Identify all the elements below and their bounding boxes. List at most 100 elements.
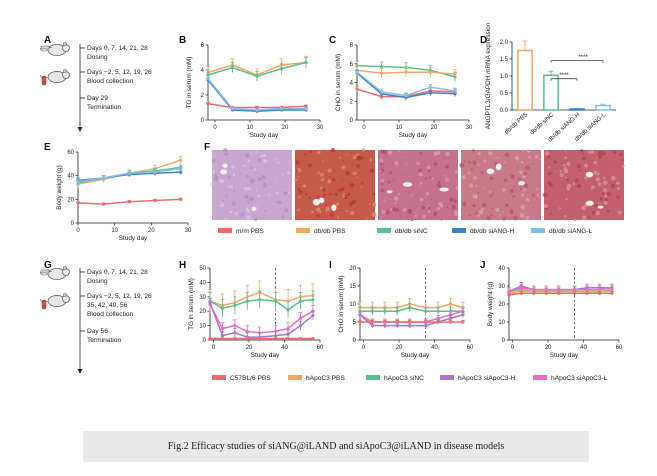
data-point xyxy=(379,71,384,75)
tissue-texture xyxy=(548,172,552,176)
tissue-texture xyxy=(565,176,568,179)
tissue-texture xyxy=(379,158,384,163)
data-point xyxy=(304,107,308,111)
tissue-texture xyxy=(426,165,431,170)
y-tick-label: 10 xyxy=(349,302,356,308)
tissue-texture xyxy=(477,191,480,194)
blood-tube-icon xyxy=(41,75,47,86)
tissue-vessel xyxy=(518,180,525,186)
tissue-texture xyxy=(502,210,505,213)
data-point xyxy=(102,176,106,180)
tissue-texture xyxy=(353,170,356,173)
y-tick-label: 0 xyxy=(350,118,354,124)
tissue-texture xyxy=(598,182,602,187)
data-point xyxy=(220,306,225,310)
y-tick-label: 6 xyxy=(201,43,205,49)
tissue-texture xyxy=(576,163,581,169)
x-category-label: db/db siNC xyxy=(529,112,556,137)
tissue-texture xyxy=(260,156,263,158)
y-tick-label: 20 xyxy=(67,197,74,203)
data-point xyxy=(428,85,433,89)
tissue-texture xyxy=(277,161,280,164)
data-point xyxy=(179,166,183,171)
x-axis-title: Study day xyxy=(119,235,148,242)
tissue-texture xyxy=(606,209,610,213)
tissue-texture xyxy=(579,149,584,153)
tissue-texture xyxy=(516,166,519,168)
tissue-texture xyxy=(403,216,405,218)
tissue-texture xyxy=(329,175,331,178)
tissue-texture xyxy=(468,214,471,217)
tissue-texture xyxy=(525,215,530,220)
x-tick-label: 30 xyxy=(466,125,473,131)
legend-item: hApoC3 siNC xyxy=(366,375,424,382)
data-point xyxy=(428,91,433,95)
y-tick-label: 20 xyxy=(498,302,505,308)
tissue-texture xyxy=(396,208,400,212)
tissue-texture xyxy=(481,207,485,211)
tissue-texture xyxy=(231,201,236,206)
tissue-texture xyxy=(471,196,473,198)
tissue-texture xyxy=(333,170,336,172)
significance-stars: **** xyxy=(559,73,569,79)
y-tick-label: 30 xyxy=(199,295,206,301)
tissue-texture xyxy=(380,162,384,166)
tissue-texture xyxy=(520,185,522,188)
tissue-texture xyxy=(564,156,567,160)
tissue-texture xyxy=(428,206,431,209)
tissue-texture xyxy=(262,182,268,188)
tissue-texture xyxy=(287,171,290,175)
timeline-label: Days −2, 5, 12, 19, 26 xyxy=(87,293,152,300)
tissue-texture xyxy=(327,179,332,184)
y-tick-label: 2.0 xyxy=(500,40,509,46)
tissue-texture xyxy=(245,174,249,178)
tissue-texture xyxy=(355,176,358,179)
data-point xyxy=(274,334,278,338)
tissue-texture xyxy=(437,181,440,184)
x-axis-title: Study day xyxy=(250,132,279,139)
tissue-texture xyxy=(297,176,300,178)
tissue-texture xyxy=(275,178,277,180)
tissue-texture xyxy=(616,195,620,199)
data-point xyxy=(461,313,465,317)
tissue-texture xyxy=(335,202,340,206)
data-point xyxy=(436,320,440,324)
tissue-texture xyxy=(319,210,322,214)
tissue-texture xyxy=(336,216,340,219)
y-axis-title: CHO in serum (mM) xyxy=(335,54,342,111)
tissue-vessel xyxy=(386,190,393,194)
x-tick-label: 60 xyxy=(616,345,623,351)
data-point xyxy=(370,309,375,313)
tissue-texture xyxy=(461,175,466,180)
tissue-texture xyxy=(621,167,624,169)
tissue-texture xyxy=(331,177,336,182)
tissue-texture xyxy=(319,172,324,177)
data-point xyxy=(557,288,561,292)
legend-bottom: C57BL/6 PBS hApoC3 PBS hApoC3 siNC hApoC3 s… xyxy=(212,375,608,382)
tissue-texture xyxy=(261,174,264,178)
figure-caption: Fig.2 Efficacy studies of siANG@iLAND an… xyxy=(167,441,505,452)
tissue-texture xyxy=(520,204,526,210)
data-point xyxy=(383,320,387,324)
tissue-texture xyxy=(334,192,338,196)
timeline-label: Dosing xyxy=(87,54,108,61)
data-point xyxy=(220,336,225,341)
data-point xyxy=(255,105,259,110)
tissue-texture xyxy=(255,150,258,153)
bar xyxy=(517,49,533,111)
tissue-texture xyxy=(350,210,355,215)
tissue-texture xyxy=(298,190,303,195)
tissue-texture xyxy=(595,177,601,182)
y-tick-label: 0 xyxy=(201,118,205,124)
tissue-texture xyxy=(606,191,612,197)
tissue-texture xyxy=(320,177,325,182)
tissue-texture xyxy=(278,200,282,205)
tissue-texture xyxy=(445,151,450,157)
tissue-texture xyxy=(604,194,608,198)
tissue-texture xyxy=(388,171,393,175)
tissue-texture xyxy=(322,160,324,162)
x-tick-label: 40 xyxy=(431,345,438,351)
tissue-texture xyxy=(591,210,596,215)
tissue-texture xyxy=(260,176,262,178)
